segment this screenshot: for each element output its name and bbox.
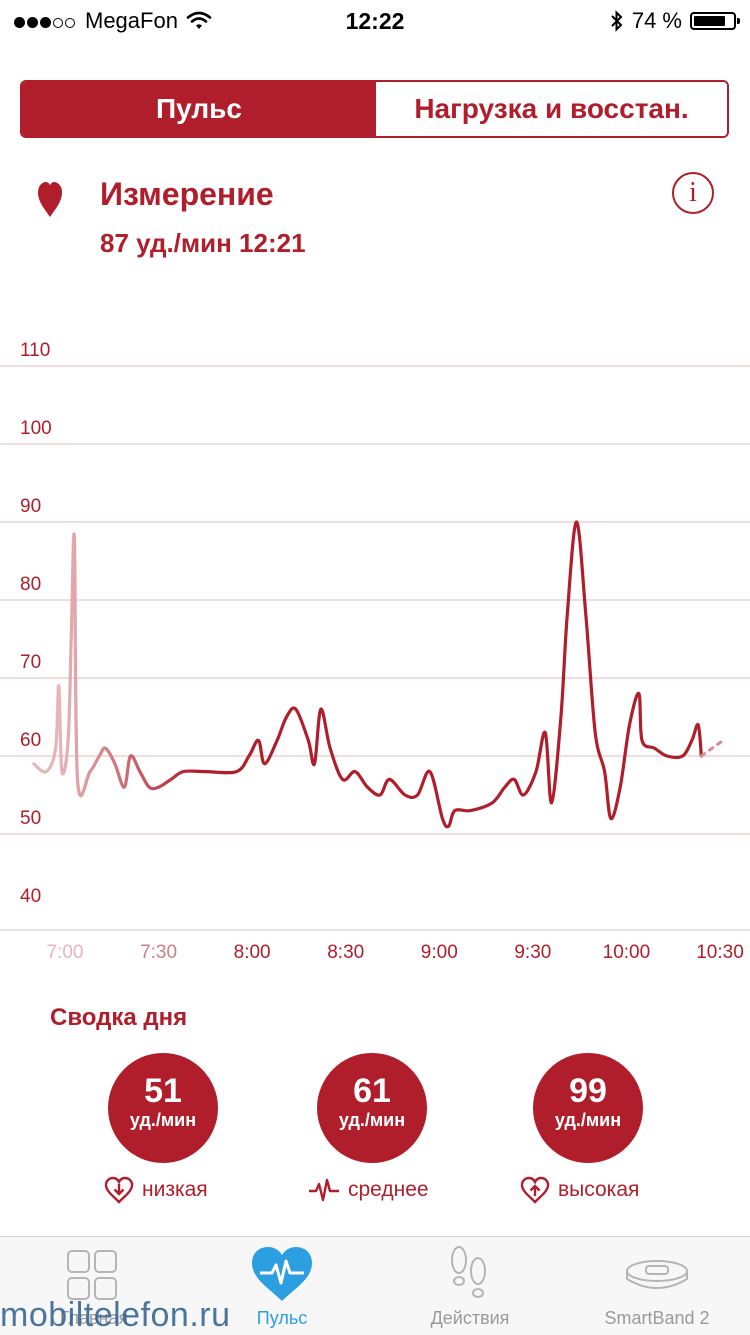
bluetooth-icon bbox=[611, 10, 623, 32]
summary-high-unit: уд./мин bbox=[554, 1110, 622, 1130]
measurement-value: 87 уд./мин 12:21 bbox=[100, 228, 306, 258]
x-tick-label: 9:30 bbox=[514, 942, 551, 963]
tab-pulse-nav[interactable]: Пульс bbox=[188, 1237, 376, 1335]
tab-pulse-nav-label: Пульс bbox=[256, 1308, 308, 1328]
x-tick-label: 7:00 bbox=[47, 942, 84, 963]
summary-avg-label: среднее bbox=[348, 1178, 429, 1201]
band-icon bbox=[626, 1260, 688, 1289]
y-tick-label: 70 bbox=[20, 652, 41, 673]
x-tick-label: 10:30 bbox=[696, 942, 744, 963]
footsteps-icon bbox=[451, 1246, 486, 1298]
heart-rate-series-line bbox=[32, 520, 703, 829]
tab-bar: Главная Пульс Действия SmartBand 2 bbox=[0, 1236, 750, 1335]
y-tick-label: 60 bbox=[20, 730, 41, 751]
summary-low-circle: 51 уд./мин bbox=[108, 1053, 218, 1163]
x-tick-label: 7:30 bbox=[140, 942, 177, 963]
summary-low-legend: низкая bbox=[104, 1176, 208, 1204]
summary-high-label: высокая bbox=[558, 1178, 640, 1201]
status-bar: MegaFon 12:22 74 % bbox=[0, 0, 750, 42]
info-button[interactable]: i bbox=[672, 172, 714, 214]
y-tick-label: 80 bbox=[20, 574, 41, 595]
tab-activity-label: Действия bbox=[430, 1308, 510, 1328]
summary-avg-circle: 61 уд./мин bbox=[317, 1053, 427, 1163]
summary-high-circle: 99 уд./мин bbox=[533, 1053, 643, 1163]
status-right: 74 % bbox=[610, 8, 740, 34]
x-tick-label: 8:00 bbox=[234, 942, 271, 963]
info-icon: i bbox=[689, 177, 697, 208]
x-tick-label: 8:30 bbox=[327, 942, 364, 963]
summary-title: Сводка дня bbox=[50, 1004, 188, 1031]
carrier-name: MegaFon bbox=[85, 8, 178, 33]
battery-icon bbox=[690, 12, 740, 30]
summary-low-unit: уд./мин bbox=[129, 1110, 197, 1130]
tab-pulse[interactable]: Пульс bbox=[22, 82, 376, 136]
y-tick-label: 110 bbox=[20, 340, 50, 361]
summary-avg-unit: уд./мин bbox=[338, 1110, 406, 1130]
y-tick-label: 100 bbox=[20, 418, 52, 439]
summary-avg-legend: среднее bbox=[308, 1176, 429, 1204]
y-tick-label: 50 bbox=[20, 808, 41, 829]
summary-high-legend: высокая bbox=[520, 1176, 639, 1204]
heart-rate-chart: 40 50 60 70 80 90 100 110 7:00 7:30 8:00 8:30 9:00 9:… bbox=[0, 340, 750, 963]
wifi-icon bbox=[186, 11, 212, 29]
y-tick-label: 90 bbox=[20, 496, 41, 517]
grid-icon bbox=[67, 1250, 117, 1300]
signal-dots-icon bbox=[14, 8, 77, 34]
x-tick-label: 10:00 bbox=[603, 942, 651, 963]
tab-smartband-label: SmartBand 2 bbox=[604, 1308, 710, 1328]
pulse-wave-icon bbox=[309, 1178, 339, 1202]
summary-high-value: 99 bbox=[569, 1072, 607, 1110]
heart-pulse-icon bbox=[252, 1247, 312, 1301]
heart-up-icon bbox=[520, 1176, 550, 1204]
tab-home[interactable]: Главная bbox=[0, 1237, 188, 1335]
x-tick-label: 9:00 bbox=[421, 942, 458, 963]
heart-down-icon bbox=[104, 1176, 134, 1204]
summary-low-label: низкая bbox=[142, 1178, 208, 1201]
tab-activity[interactable]: Действия bbox=[376, 1237, 564, 1335]
tab-home-label: Главная bbox=[59, 1308, 129, 1328]
summary-low-value: 51 bbox=[144, 1072, 182, 1110]
page-title: Измерение bbox=[100, 176, 274, 212]
tab-load-recovery[interactable]: Нагрузка и восстан. bbox=[376, 82, 727, 136]
summary-avg-value: 61 bbox=[353, 1072, 391, 1110]
watermark: mobiltelefon.ru bbox=[0, 1296, 231, 1334]
carrier-info: MegaFon bbox=[14, 8, 212, 34]
status-time: 12:22 bbox=[345, 8, 405, 34]
battery-text: 74 % bbox=[631, 8, 682, 33]
tab-smartband[interactable]: SmartBand 2 bbox=[564, 1237, 750, 1335]
y-tick-label: 40 bbox=[20, 886, 41, 907]
heart-icon bbox=[38, 182, 62, 217]
segmented-control: Пульс Нагрузка и восстан. bbox=[20, 80, 729, 138]
heart-rate-series-projection bbox=[699, 738, 725, 758]
